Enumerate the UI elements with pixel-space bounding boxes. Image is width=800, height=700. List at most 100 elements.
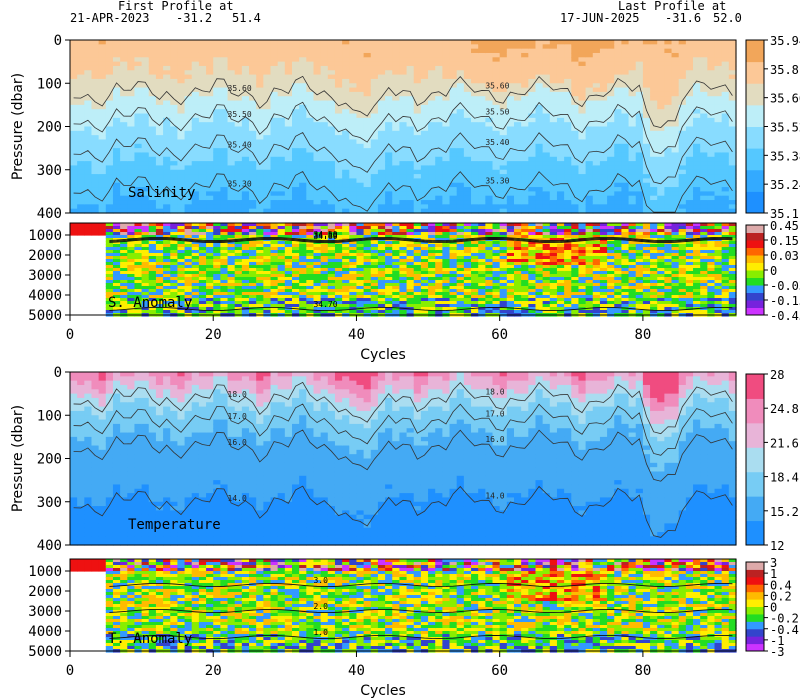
x-tick-label: 0 [66,327,74,343]
contour-label: 35.40 [485,138,509,147]
colorbar-swatch [746,40,764,63]
panel-label: Salinity [128,185,195,201]
contour-label: 17.0 [228,412,247,421]
last-profile-lat: -31.6 [665,11,702,25]
contour-label: 35.30 [485,177,509,186]
colorbar-tick-label: 15.2 [770,505,799,519]
colorbar-swatch [746,262,764,271]
contour-line [109,634,733,640]
y-tick-label: 400 [37,538,62,554]
temperature-colorbar [745,373,768,546]
first-profile-lon: 51.4 [232,11,261,25]
colorbar-swatch [746,496,764,522]
colorbar-tick-label: 35.1 [770,207,799,221]
colorbar-swatch [746,277,764,286]
colorbar-swatch [746,621,764,630]
colorbar-tick-label: 35.66 [770,92,800,106]
last-profile-label: Last Profile at [618,0,727,13]
salinity-anomaly-colorbar [745,224,768,316]
y-tick-label: 100 [37,408,62,424]
colorbar-tick-label: -0.4 [770,623,799,637]
colorbar-tick-label: 35.52 [770,121,800,135]
y-tick-label: 200 [37,120,62,136]
colorbar-swatch [746,569,764,578]
colorbar-swatch [746,613,764,622]
y-tick-label: 1000 [28,564,62,580]
colorbar-tick-label: 0.15 [770,234,799,248]
contour-label: 35.30 [228,179,252,188]
y-tick-label: 0 [54,33,62,49]
y-tick-label: 3000 [28,604,62,620]
contour-line [73,75,733,129]
temperature-anomaly-colorbar [745,561,768,652]
colorbar-tick-label: 0 [770,264,777,278]
contour-label: 34.50 [313,230,337,239]
colorbar-tick-label: 0.45 [770,219,799,233]
contour-label: 35.50 [485,108,509,117]
colorbar-swatch [746,374,764,399]
contour-label: 34.60 [313,232,337,241]
y-tick-label: 200 [37,452,62,468]
contour-line [73,101,733,154]
y-tick-label: 5000 [28,308,62,324]
y-axis-label: Pressure (dbar) [10,405,26,512]
colorbar-swatch [746,169,764,192]
y-tick-label: 300 [37,495,62,511]
contour-line [109,306,733,312]
colorbar-tick-label: 35.8 [770,63,799,77]
contour-line [73,132,733,185]
colorbar-swatch [746,126,764,149]
colorbar-tick-label: 0.2 [770,589,792,603]
y-tick-label: 3000 [28,268,62,284]
colorbar-tick-label: -0.2 [770,612,799,626]
colorbar-swatch [746,422,764,448]
y-axis-label: Pressure (dbar) [10,73,26,180]
colorbar-tick-label: 0.03 [770,249,799,263]
y-tick-label: 1000 [28,228,62,244]
colorbar-tick-label: -0.15 [770,294,800,308]
colorbar-swatch [746,628,764,637]
colorbar-tick-label: 18.4 [770,471,799,485]
colorbar-tick-label: 35.24 [770,178,800,192]
y-tick-label: 300 [37,163,62,179]
colorbar-swatch [746,398,764,424]
last-profile-lon: 52.0 [713,11,742,25]
colorbar-tick-label: -1 [770,634,784,648]
colorbar-tick-label: 1 [770,567,777,581]
panel-temperature [65,371,737,546]
colorbar-swatch [746,225,764,233]
colorbar-tick-label: 12 [770,539,784,553]
x-tick-label: 80 [634,327,651,343]
contour-label: 14.0 [485,491,504,500]
colorbar-tick-label: 35.38 [770,149,800,163]
salinity-colorbar [745,39,768,214]
contour-label: 2.0 [313,602,328,611]
first-profile-lat: -31.2 [176,11,213,25]
x-tick-label: 40 [348,327,365,343]
x-tick-label: 60 [491,663,508,679]
first-profile-date: 21-APR-2023 [70,11,150,25]
colorbar-swatch [746,584,764,593]
last-profile-date: 17-JUN-2025 [560,11,640,25]
x-tick-label: 60 [491,327,508,343]
colorbar-swatch [746,83,764,106]
contour-label: 17.0 [485,409,504,418]
contour-line [109,582,733,588]
y-tick-label: 4000 [28,288,62,304]
x-tick-label: 40 [348,663,365,679]
colorbar-swatch [746,285,764,293]
colorbar-frame [745,373,765,546]
colorbar-swatch [746,255,764,263]
x-axis-label: Cycles [360,347,406,363]
colorbar-swatch [746,520,764,546]
contour-line [109,237,733,243]
colorbar-swatch [746,471,764,497]
contour-label: 16.0 [228,438,247,447]
colorbar-swatch [746,636,764,645]
colorbar-swatch [746,232,764,241]
contour-label: 34.80 [313,231,337,240]
colorbar-swatch [746,599,764,607]
contour-label: 34.70 [313,300,337,309]
y-tick-label: 2000 [28,248,62,264]
colorbar-swatch [746,300,764,308]
